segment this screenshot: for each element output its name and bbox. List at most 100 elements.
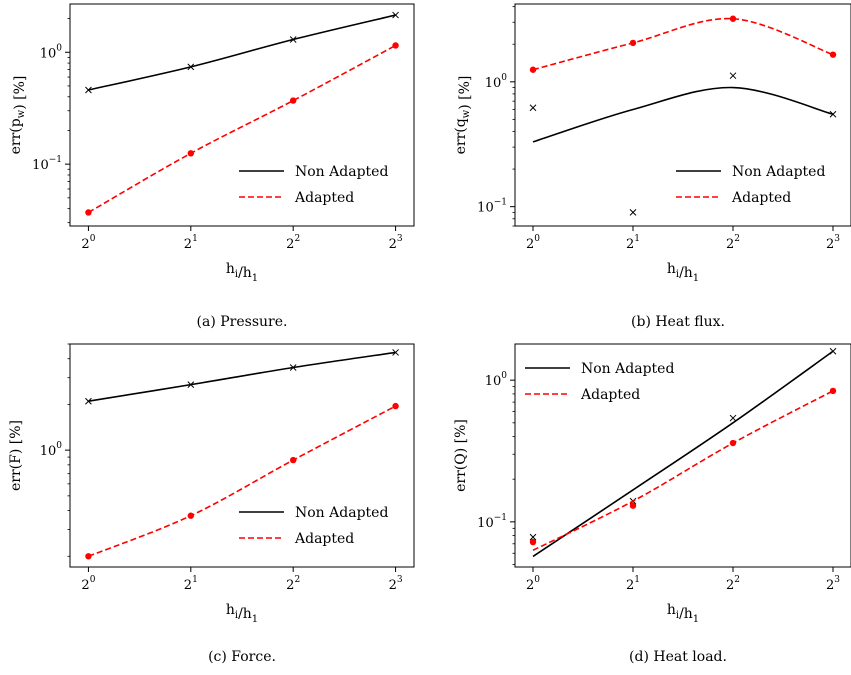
- x-tick-label: 21: [184, 234, 198, 252]
- data-point: [529, 104, 537, 112]
- data-point: [187, 512, 195, 519]
- series-line: [88, 14, 396, 91]
- data-point: [729, 15, 737, 22]
- panel-caption: (b) Heat flux.: [631, 314, 725, 330]
- data-point: [85, 86, 92, 94]
- y-tick-label: 100: [485, 73, 508, 91]
- x-tick-label: 23: [826, 575, 840, 593]
- data-point: [729, 414, 737, 422]
- data-point: [729, 72, 737, 80]
- series-line: [532, 350, 834, 558]
- x-tick-label: 22: [726, 234, 740, 252]
- data-point: [289, 36, 297, 43]
- x-tick-label: 22: [286, 575, 300, 593]
- y-axis-label: err(Q) [%]: [453, 419, 469, 492]
- y-tick-label: 100: [485, 371, 508, 389]
- series-adapted: [85, 402, 399, 560]
- legend-label: Non Adapted: [581, 361, 674, 377]
- y-tick-label: 100: [40, 43, 63, 61]
- x-tick-label: 20: [526, 575, 540, 593]
- x-tick-label: 22: [726, 575, 740, 593]
- data-point: [187, 63, 195, 71]
- y-axis-label: err(pw) [%]: [8, 76, 28, 155]
- data-point: [85, 553, 92, 560]
- data-point: [529, 66, 537, 73]
- x-tick-label: 22: [286, 234, 300, 252]
- legend: Non Adapted Adapted: [239, 505, 388, 547]
- data-point: [392, 11, 399, 19]
- x-tick-label: 23: [826, 234, 840, 252]
- legend-label: Non Adapted: [295, 164, 388, 180]
- data-point: [829, 387, 837, 395]
- series-non-adapted: [85, 349, 399, 405]
- series-non-adapted: [529, 347, 837, 558]
- series-non-adapted: [529, 72, 837, 216]
- legend: Non Adapted Adapted: [676, 164, 825, 206]
- x-axis-label: hi/h1: [667, 261, 699, 284]
- x-tick-label: 21: [626, 575, 640, 593]
- series-line: [88, 351, 396, 402]
- legend-label: Adapted: [731, 190, 791, 206]
- plot-frame: [69, 343, 415, 568]
- x-tick-label: 20: [81, 575, 95, 593]
- data-point: [187, 150, 195, 157]
- x-axis-label: hi/h1: [226, 261, 258, 284]
- data-point: [629, 502, 637, 509]
- panel-4: 10−1 100 20 21 22 23 hi/h1 err(Q) [%] (d) Heat l…: [453, 343, 851, 665]
- data-point: [529, 533, 537, 541]
- data-point: [392, 402, 399, 410]
- y-tick-label: 10−1: [477, 513, 507, 531]
- series-line: [532, 17, 834, 71]
- series-line: [88, 405, 396, 558]
- data-point: [187, 381, 195, 388]
- plot-frame: [514, 3, 851, 227]
- series-adapted: [529, 15, 837, 73]
- plot-frame: [514, 343, 851, 568]
- x-tick-label: 23: [389, 575, 403, 593]
- data-point: [829, 347, 837, 355]
- x-tick-label: 21: [626, 234, 640, 252]
- plot-frame: [69, 3, 415, 227]
- y-tick-label: 100: [40, 441, 63, 459]
- legend: Non Adapted Adapted: [525, 361, 674, 403]
- data-point: [289, 97, 297, 104]
- series-non-adapted: [85, 11, 399, 94]
- data-point: [629, 39, 637, 47]
- data-point: [529, 538, 537, 546]
- x-axis-label: hi/h1: [226, 602, 258, 625]
- series-adapted: [85, 42, 399, 216]
- legend: Non Adapted Adapted: [239, 164, 388, 206]
- panel-2: 10−1 100 20 21 22 23 hi/h1 err(qw) [%] (b) Heat …: [453, 3, 851, 330]
- legend-label: Non Adapted: [732, 164, 825, 180]
- panel-caption: (a) Pressure.: [197, 314, 288, 330]
- y-axis-label: err(F) [%]: [8, 420, 24, 491]
- series-line: [532, 86, 834, 143]
- data-point: [289, 456, 297, 464]
- data-point: [829, 110, 837, 118]
- data-point: [829, 51, 837, 58]
- x-tick-label: 20: [526, 234, 540, 252]
- panel-caption: (c) Force.: [208, 649, 276, 665]
- legend-label: Adapted: [294, 531, 354, 547]
- series-line: [88, 44, 396, 214]
- panel-caption: (d) Heat load.: [629, 649, 727, 665]
- panel-1: 10−1 100 20 21 22 23 hi/h1 err(pw) [%] (a) Press…: [8, 3, 415, 330]
- series-line: [532, 390, 834, 551]
- legend-label: Non Adapted: [295, 505, 388, 521]
- x-tick-label: 20: [81, 234, 95, 252]
- y-tick-label: 10−1: [32, 155, 62, 173]
- data-point: [85, 209, 92, 216]
- x-axis-label: hi/h1: [667, 602, 699, 625]
- data-point: [392, 349, 399, 356]
- y-axis-label: err(qw) [%]: [453, 76, 473, 155]
- y-tick-label: 10−1: [477, 198, 507, 216]
- data-point: [85, 397, 92, 405]
- data-point: [629, 209, 637, 216]
- x-tick-label: 23: [389, 234, 403, 252]
- data-point: [729, 439, 737, 447]
- data-point: [392, 42, 399, 49]
- series-adapted: [529, 387, 837, 551]
- data-point: [289, 364, 297, 371]
- x-tick-label: 21: [184, 575, 198, 593]
